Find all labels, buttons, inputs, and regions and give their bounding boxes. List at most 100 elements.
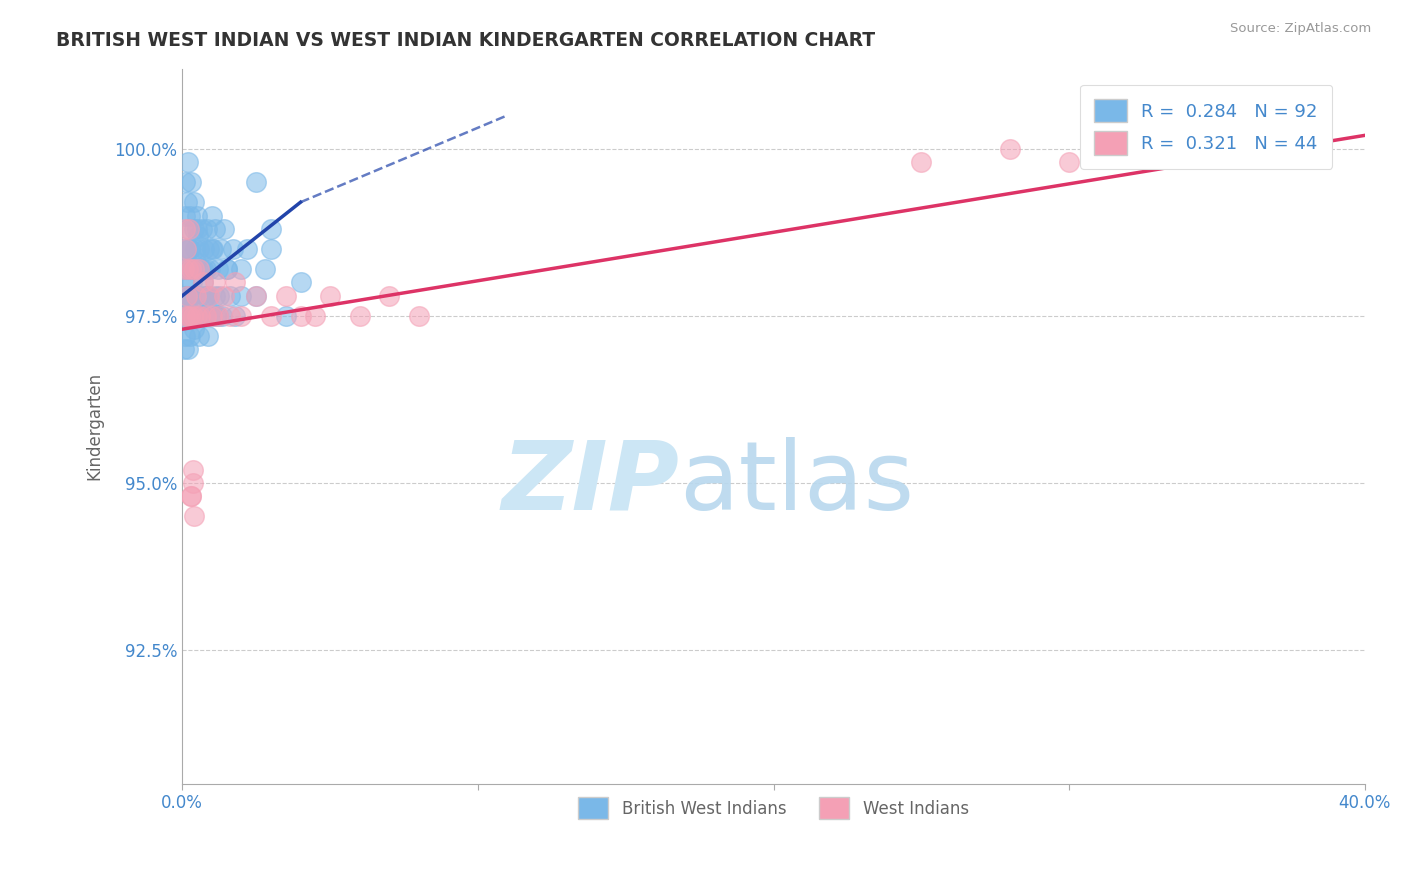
Point <box>181 475 204 490</box>
Point <box>174 289 197 303</box>
Point <box>204 222 226 236</box>
Point <box>212 289 235 303</box>
Point <box>245 289 267 303</box>
Point <box>181 262 204 277</box>
Point <box>221 242 243 256</box>
Point <box>290 309 312 323</box>
Point <box>179 329 201 343</box>
Point <box>176 289 198 303</box>
Point <box>218 309 240 323</box>
Point <box>187 262 209 277</box>
Point <box>173 242 195 256</box>
Point <box>193 242 215 256</box>
Point <box>187 329 209 343</box>
Point <box>181 462 204 476</box>
Point <box>218 289 240 303</box>
Point <box>204 289 226 303</box>
Point <box>187 228 209 243</box>
Point <box>191 262 214 277</box>
Point <box>174 289 197 303</box>
Point <box>176 195 198 210</box>
Point <box>201 209 224 223</box>
Point <box>194 289 217 303</box>
Point <box>207 309 229 323</box>
Point <box>198 242 221 256</box>
Point <box>183 509 205 524</box>
Point <box>191 276 214 290</box>
Point <box>180 262 202 277</box>
Point <box>173 222 195 236</box>
Point <box>180 175 202 189</box>
Point <box>173 289 195 303</box>
Point <box>186 309 208 323</box>
Point <box>1057 155 1080 169</box>
Text: atlas: atlas <box>679 437 914 530</box>
Point <box>176 262 198 277</box>
Point <box>174 262 197 277</box>
Point <box>212 222 235 236</box>
Point <box>190 262 212 277</box>
Point <box>194 289 217 303</box>
Point <box>197 329 219 343</box>
Point <box>204 276 226 290</box>
Point <box>207 309 229 323</box>
Point <box>274 289 297 303</box>
Point <box>176 222 198 236</box>
Point <box>186 222 208 236</box>
Point <box>274 309 297 323</box>
Point <box>173 343 195 357</box>
Point <box>177 155 200 169</box>
Point <box>180 289 202 303</box>
Point <box>176 262 198 277</box>
Point <box>174 242 197 256</box>
Point <box>176 309 198 323</box>
Point <box>173 262 195 277</box>
Point <box>215 262 238 277</box>
Point <box>195 309 218 323</box>
Point <box>201 309 224 323</box>
Point <box>208 289 231 303</box>
Point <box>231 289 253 303</box>
Point <box>186 209 208 223</box>
Point <box>910 155 932 169</box>
Point <box>1116 128 1139 143</box>
Point <box>254 262 277 277</box>
Point <box>183 322 205 336</box>
Point <box>174 329 197 343</box>
Point <box>177 242 200 256</box>
Point <box>180 289 202 303</box>
Point <box>198 289 221 303</box>
Point <box>290 276 312 290</box>
Point <box>197 222 219 236</box>
Point <box>378 289 401 303</box>
Point <box>211 309 233 323</box>
Point <box>183 222 205 236</box>
Point <box>179 309 201 323</box>
Point <box>200 262 222 277</box>
Point <box>191 222 214 236</box>
Point <box>207 262 229 277</box>
Point <box>201 309 224 323</box>
Point <box>186 309 208 323</box>
Point <box>231 309 253 323</box>
Point <box>260 242 283 256</box>
Point <box>183 242 205 256</box>
Point <box>205 309 228 323</box>
Point <box>202 242 225 256</box>
Point <box>181 309 204 323</box>
Point <box>304 309 326 323</box>
Point <box>177 262 200 277</box>
Point <box>177 309 200 323</box>
Point <box>188 309 211 323</box>
Point <box>177 309 200 323</box>
Point <box>188 242 211 256</box>
Point <box>198 289 221 303</box>
Point <box>174 175 197 189</box>
Point <box>215 262 238 277</box>
Text: ZIP: ZIP <box>501 437 679 530</box>
Text: Source: ZipAtlas.com: Source: ZipAtlas.com <box>1230 22 1371 36</box>
Point <box>190 309 212 323</box>
Point <box>180 262 202 277</box>
Point <box>191 276 214 290</box>
Point <box>176 309 198 323</box>
